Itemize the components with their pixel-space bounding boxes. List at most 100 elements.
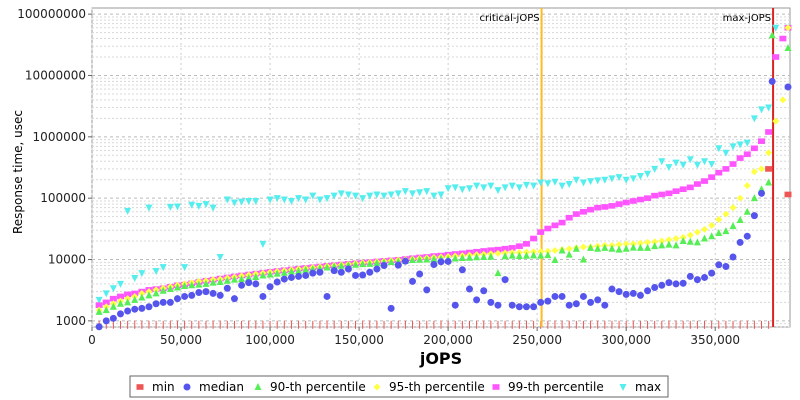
point-99-th-percentile [594, 204, 602, 211]
point-max [558, 182, 566, 190]
point-median [768, 77, 776, 85]
point-median [558, 292, 566, 300]
point-90-th-percentile [173, 283, 181, 291]
point-99-th-percentile [693, 181, 701, 187]
point-95-th-percentile [729, 204, 737, 212]
point-max [202, 201, 210, 209]
point-90-th-percentile [423, 255, 431, 263]
legend-item-95-th-percentile: 95-th percentile [373, 380, 485, 394]
point-95-th-percentile [579, 243, 587, 251]
point-median [131, 305, 139, 313]
point-median [736, 238, 744, 246]
point-median [366, 268, 374, 276]
point-max [729, 143, 737, 151]
point-median [416, 270, 424, 278]
x-axis-title: jOPS [419, 349, 462, 368]
point-max [223, 196, 231, 204]
point-median [124, 307, 132, 315]
point-median [259, 292, 267, 300]
point-median [138, 304, 146, 312]
point-median [394, 261, 402, 269]
point-99-th-percentile [95, 302, 103, 309]
point-95-th-percentile [758, 165, 766, 173]
point-max [715, 145, 723, 153]
legend-label-min: min [152, 380, 175, 394]
point-90-th-percentile [458, 253, 466, 261]
plot-area [91, 7, 791, 328]
point-95-th-percentile [743, 182, 751, 190]
point-99-th-percentile [722, 166, 730, 172]
point-median [451, 301, 459, 309]
point-max [722, 149, 730, 157]
point-99-th-percentile [544, 225, 552, 232]
point-90-th-percentile [230, 275, 238, 283]
point-median [273, 278, 281, 286]
point-max [373, 191, 381, 199]
point-median [722, 262, 730, 270]
point-90-th-percentile [302, 265, 310, 273]
point-max [565, 181, 573, 189]
point-max [195, 202, 203, 210]
point-90-th-percentile [665, 240, 673, 248]
point-max [622, 176, 630, 184]
point-90-th-percentile [195, 280, 203, 288]
point-max [102, 290, 110, 298]
point-90-th-percentile [116, 299, 124, 307]
point-max [451, 184, 459, 192]
point-99-th-percentile [608, 203, 616, 209]
point-90-th-percentile [109, 302, 117, 310]
point-99-th-percentile [758, 138, 766, 144]
point-median [309, 269, 317, 277]
point-99-th-percentile [665, 190, 673, 197]
point-max [394, 190, 402, 198]
point-90-th-percentile [594, 244, 602, 252]
point-max [629, 175, 637, 183]
point-median [601, 301, 609, 309]
point-90-th-percentile [686, 237, 694, 245]
point-95-th-percentile [615, 241, 623, 249]
point-max [309, 192, 317, 200]
point-95-th-percentile [715, 215, 723, 223]
point-90-th-percentile [451, 254, 459, 262]
point-median [287, 273, 295, 281]
point-90-th-percentile [750, 194, 758, 202]
point-90-th-percentile [608, 244, 616, 252]
point-median [409, 277, 417, 285]
point-max [287, 197, 295, 205]
point-median [665, 279, 673, 287]
point-median [359, 271, 367, 279]
max-jops-label: max-jOPS [723, 13, 771, 24]
point-99-th-percentile [102, 299, 110, 306]
point-99-th-percentile [587, 206, 595, 213]
x-tick-label: 100,000 [245, 333, 295, 347]
point-median [344, 265, 352, 273]
point-median [594, 296, 602, 304]
point-max [772, 24, 780, 32]
point-max [380, 192, 388, 200]
point-max [344, 191, 352, 199]
point-max [359, 195, 367, 203]
point-median [537, 298, 545, 306]
point-90-th-percentile [601, 243, 609, 251]
point-95-th-percentile [622, 240, 630, 248]
point-max [587, 178, 595, 186]
point-90-th-percentile [252, 272, 260, 280]
point-max [594, 177, 602, 185]
point-90-th-percentile [615, 245, 623, 253]
point-90-th-percentile [622, 244, 630, 252]
point-99-th-percentile [736, 155, 744, 161]
point-max [280, 196, 288, 204]
point-median [223, 284, 231, 292]
point-90-th-percentile [337, 261, 345, 269]
point-median [444, 257, 452, 265]
point-median [587, 298, 595, 306]
point-median [181, 292, 189, 300]
point-max [109, 285, 117, 293]
point-max [480, 184, 488, 192]
point-90-th-percentile [409, 256, 417, 264]
point-90-th-percentile [708, 232, 716, 240]
point-median [159, 298, 167, 306]
point-max [708, 161, 716, 169]
y-tick-label: 10000 [48, 253, 86, 267]
